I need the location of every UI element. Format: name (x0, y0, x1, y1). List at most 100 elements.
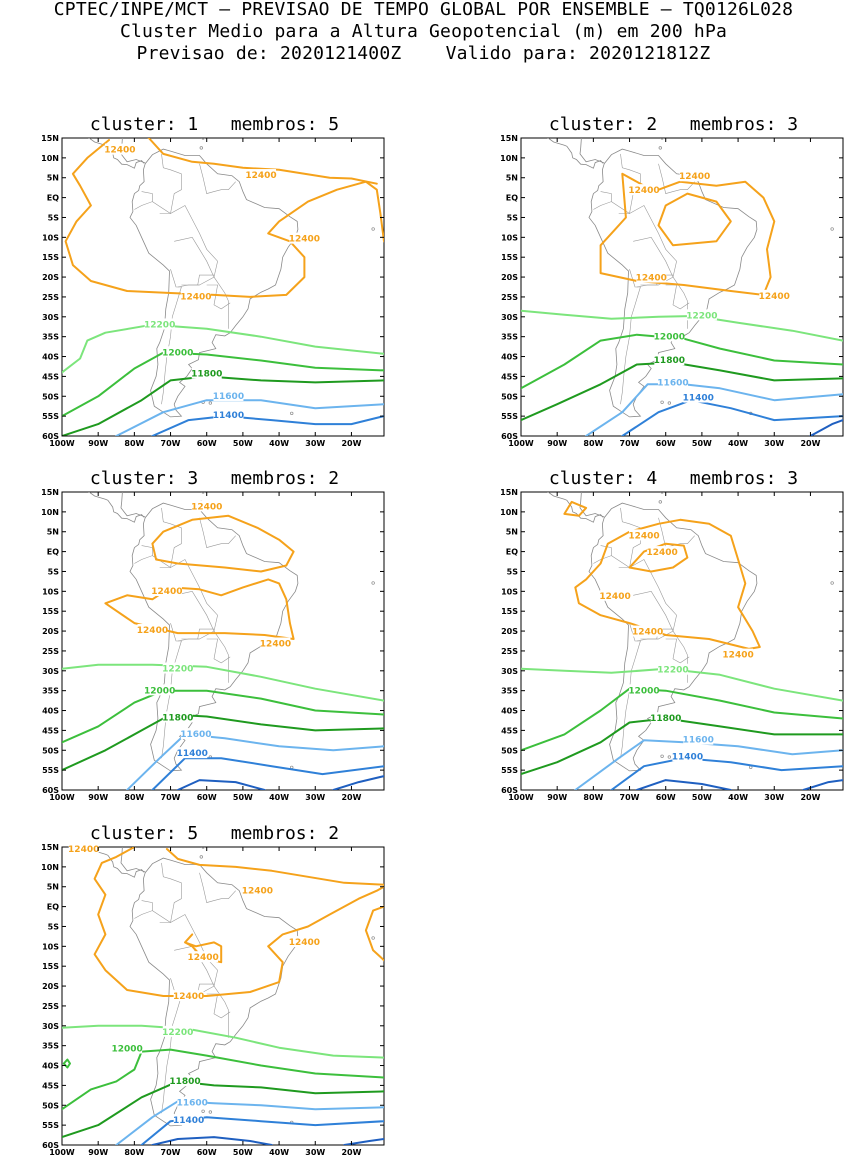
contour-12400 (364, 905, 384, 962)
coastline-caribbean (120, 847, 146, 873)
contour-11400 (151, 415, 384, 436)
contour-label-11600: 11600 (180, 730, 211, 740)
lon-label: 30W (764, 793, 784, 802)
map-plot: 12400 12400 12400 12400 12200 12000 11800 11600… (41, 134, 385, 448)
lat-label: 30S (501, 667, 518, 676)
island (201, 1109, 205, 1113)
lon-label: 80W (583, 793, 603, 802)
contour-label-bg (723, 648, 754, 660)
lat-label: 20S (42, 273, 59, 282)
contour-label-bg (180, 290, 211, 302)
contour-label-bg (144, 318, 175, 330)
lon-label: 100W (49, 1148, 75, 1157)
contour-11400 (610, 757, 843, 790)
contour-label-12400: 12400 (191, 502, 222, 512)
island (830, 581, 834, 585)
country-border (159, 507, 182, 568)
country-border (658, 163, 695, 194)
lat-label: 15N (41, 134, 59, 143)
panel-title: cluster: 2 membros: 3 (548, 114, 799, 135)
contour-label-12400: 12400 (173, 992, 204, 1002)
contour-label-bg (162, 711, 193, 723)
contour-11400 (151, 757, 384, 790)
lon-label: 60W (656, 793, 676, 802)
lat-label: 20S (501, 273, 518, 282)
map-plot: 12400 12400 12400 12400 12200 12000 11800 11600… (500, 134, 844, 448)
lon-label: 70W (620, 439, 640, 448)
country-border (618, 153, 641, 214)
contour-label-bg (683, 391, 714, 403)
lon-label: 60W (197, 439, 217, 448)
lon-label: 100W (508, 439, 534, 448)
contour-label-bg (672, 750, 703, 762)
island (371, 227, 375, 231)
lat-label: EQ (506, 194, 518, 203)
country-border (611, 555, 688, 683)
contour-label-12400: 12400 (599, 592, 630, 602)
contour-label-12400: 12400 (245, 171, 276, 181)
lon-label: 70W (161, 1148, 181, 1157)
lat-label: 55S (501, 412, 518, 421)
lat-label: 60S (501, 432, 518, 441)
country-border (658, 517, 695, 548)
map-plot: 12400 12400 12400 12400 12400 12200 12000 11800… (41, 843, 385, 1157)
lat-label: 10N (41, 863, 59, 872)
lat-label: 5N (47, 883, 59, 892)
map-plot: 12400 12400 12400 12400 12400 12200 12000 11800… (500, 488, 844, 802)
contour-11200 (151, 1136, 273, 1145)
contour-label-bg (629, 684, 660, 696)
contour-label-bg (137, 623, 168, 635)
lat-label: 20S (42, 982, 59, 991)
contour-label-11400: 11400 (173, 1116, 204, 1126)
lat-label: 45S (501, 372, 518, 381)
country-border (197, 274, 214, 286)
lat-label: 50S (501, 392, 518, 401)
country-border (152, 910, 229, 1038)
lat-label: 10S (42, 233, 59, 242)
cluster-panel-2: cluster: 2 membros: 3 12400 12400 12400 124… (471, 114, 847, 454)
lon-label: 90W (88, 439, 108, 448)
lat-label: 25S (501, 293, 518, 302)
island (371, 936, 375, 940)
lon-label: 80W (124, 439, 144, 448)
lat-label: 15S (42, 253, 59, 262)
island (201, 492, 205, 494)
coastline-central-america (546, 138, 604, 169)
contour-label-11600: 11600 (657, 378, 688, 388)
island (660, 400, 664, 404)
contour-12400 (657, 192, 732, 247)
island (667, 401, 671, 405)
contour-12000 (62, 689, 384, 744)
lon-label: 40W (728, 793, 748, 802)
contour-label-bg (636, 271, 667, 283)
contour-label-12400: 12400 (628, 186, 659, 196)
lat-label: 55S (42, 766, 59, 775)
contour-label-12200: 12200 (144, 320, 175, 330)
lon-label: 60W (656, 439, 676, 448)
country-border (199, 517, 236, 548)
contour-label-bg (173, 990, 204, 1002)
contour-label-12200: 12200 (162, 665, 193, 675)
contour-label-11800: 11800 (654, 356, 685, 366)
lat-label: 45S (42, 1081, 59, 1090)
contour-label-12400: 12400 (646, 548, 677, 558)
contour-label-12400: 12400 (260, 639, 291, 649)
lat-label: 15N (41, 843, 59, 852)
contour-label-bg (600, 589, 631, 601)
lat-label: 45S (501, 726, 518, 735)
contour-label-12400: 12400 (68, 845, 99, 855)
contour-label-11400: 11400 (672, 752, 703, 762)
lon-label: 100W (49, 439, 75, 448)
country-border (206, 284, 231, 310)
lat-label: 25S (42, 647, 59, 656)
plot-frame (61, 846, 385, 1146)
lon-label: 30W (305, 1148, 325, 1157)
contour-label-11600: 11600 (683, 736, 714, 746)
contour-12400 (147, 138, 378, 185)
map-plot: 12400 12400 12400 12400 12200 12000 11800 11600… (41, 488, 385, 802)
contour-11200 (809, 419, 843, 436)
lon-label: 50W (692, 793, 712, 802)
lat-label: 40S (42, 1062, 59, 1071)
lat-label: 10N (41, 154, 59, 163)
contour-label-bg (112, 1042, 143, 1054)
